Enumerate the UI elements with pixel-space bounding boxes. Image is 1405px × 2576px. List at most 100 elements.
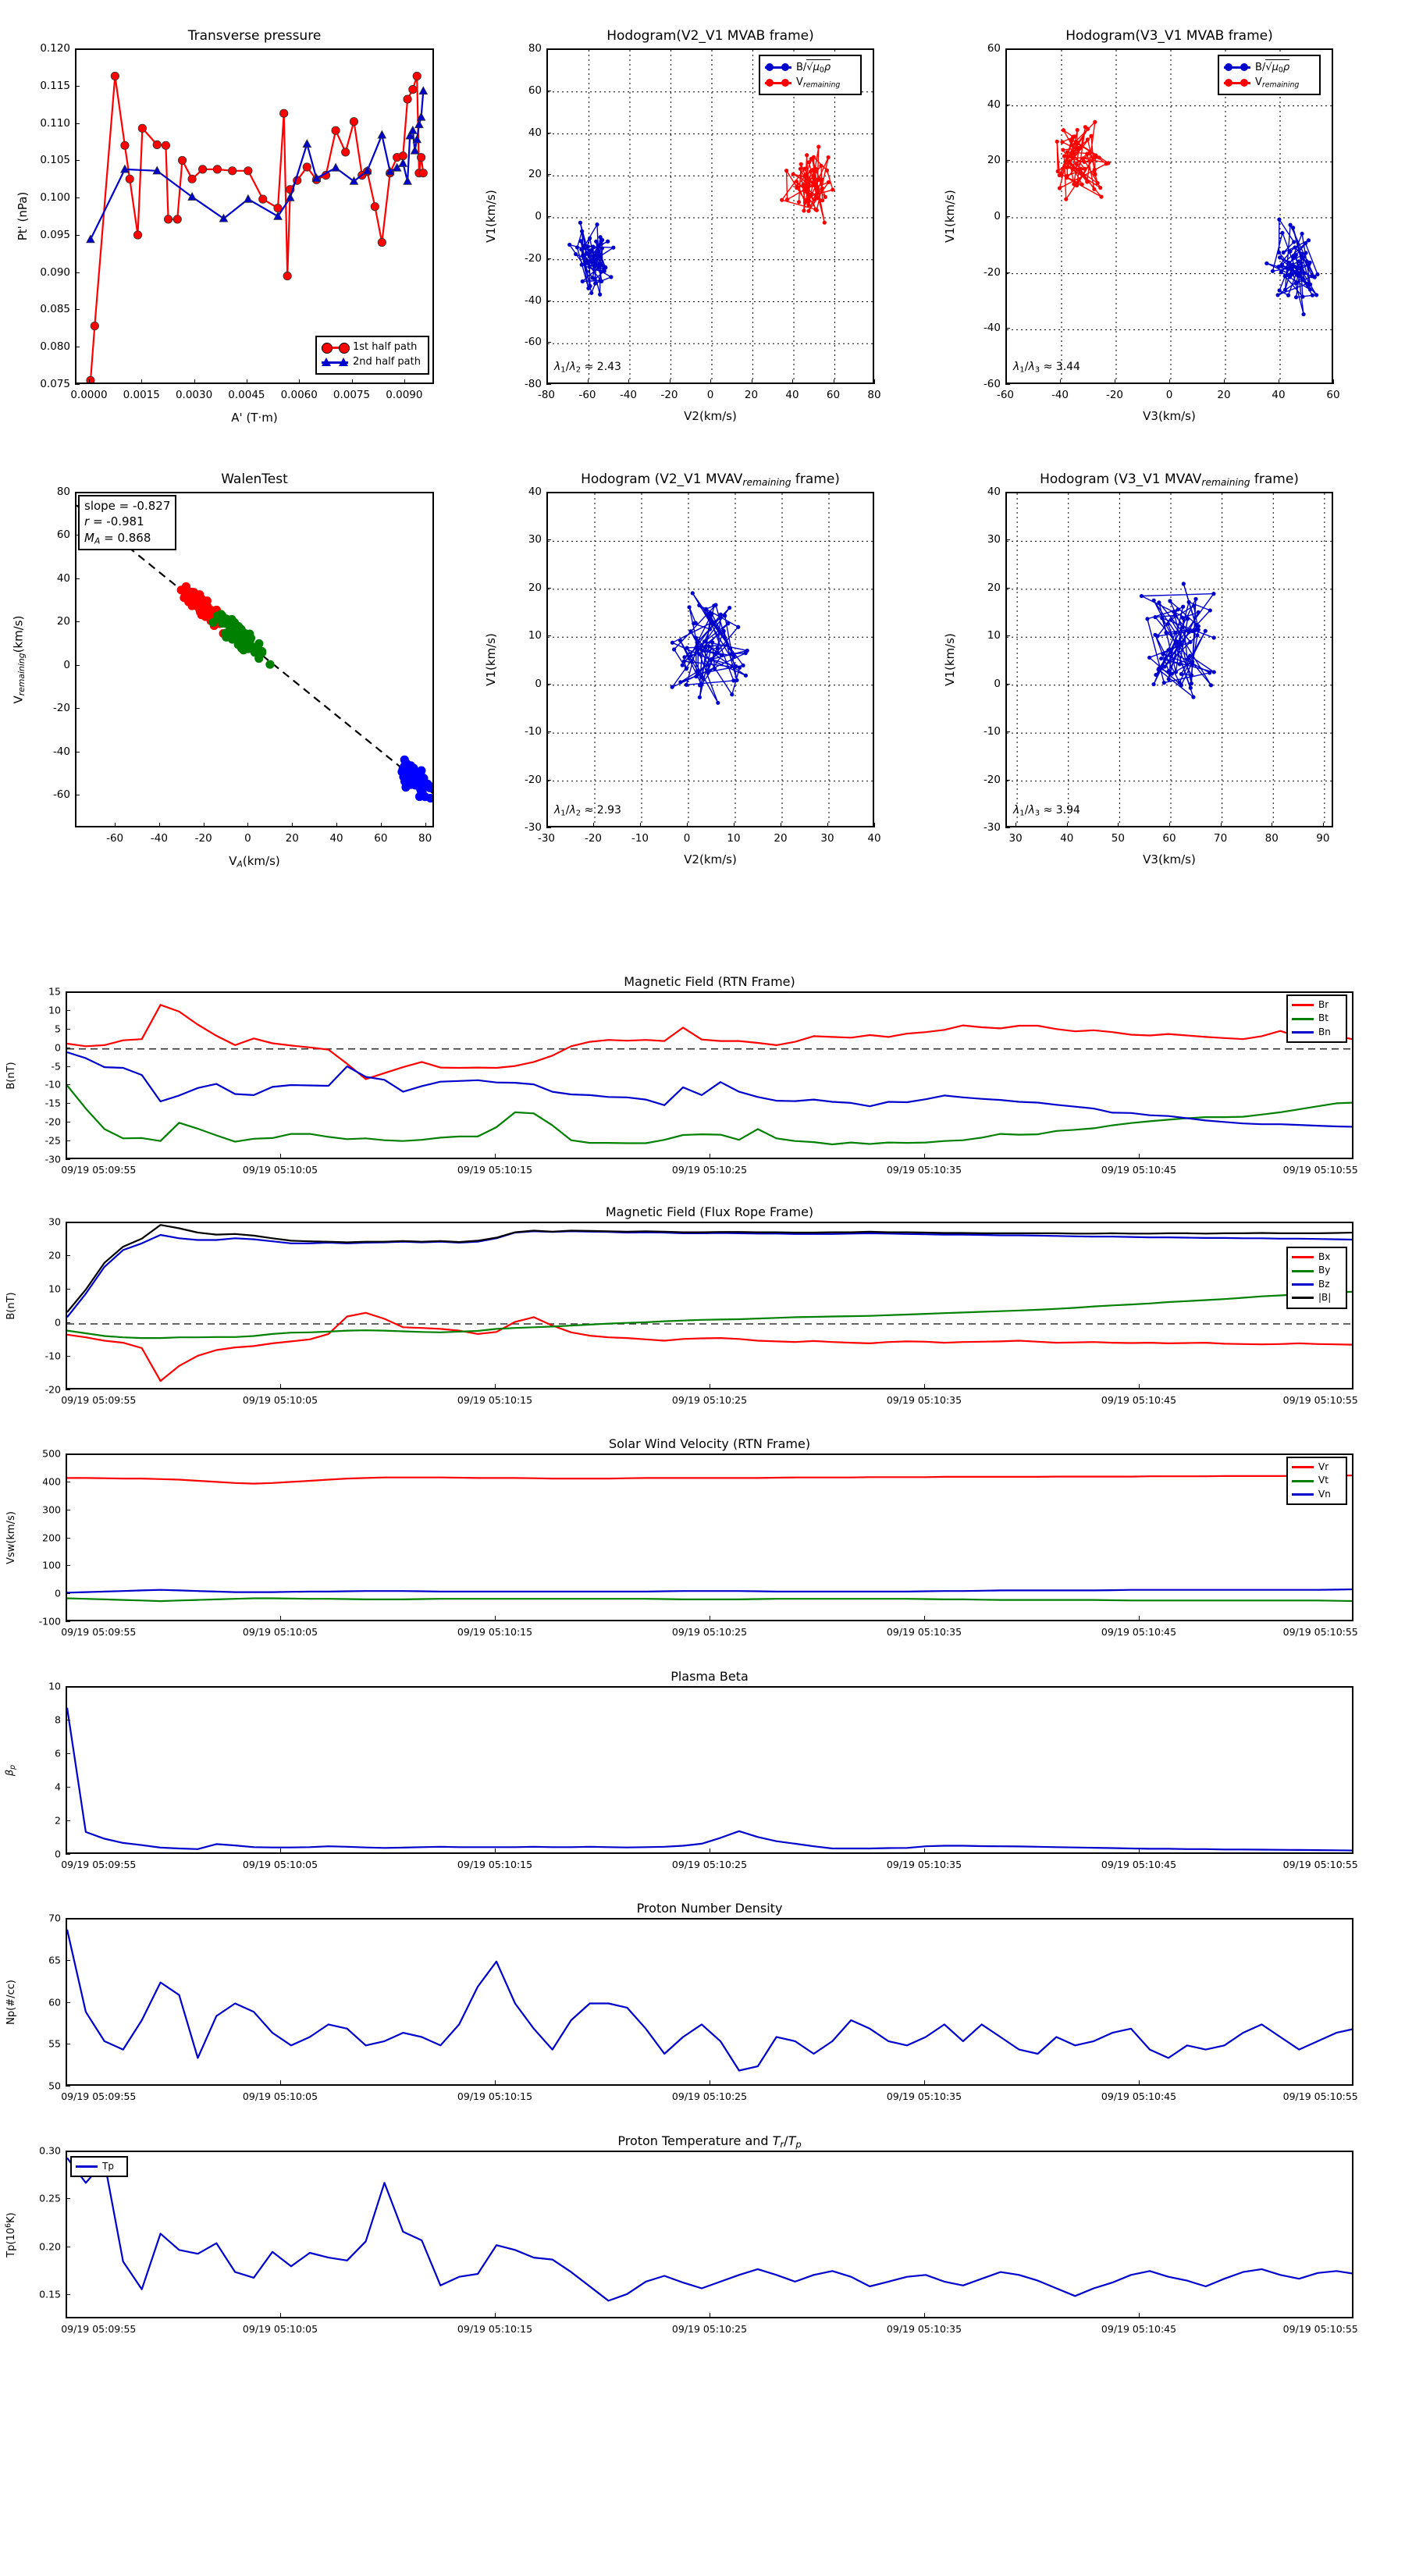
y-tick-mark <box>66 2001 70 2003</box>
y-tick-mark <box>66 1066 70 1067</box>
y-tick-label: 0 <box>55 1316 61 1329</box>
x-tick-label: -20 <box>1105 389 1124 401</box>
legend-line <box>1292 1256 1314 1259</box>
x-tick-label: 30 <box>1008 832 1023 845</box>
x-tick-mark <box>734 823 735 827</box>
y-tick-label: 40 <box>528 486 542 498</box>
y-tick-label: 40 <box>987 486 1001 498</box>
y-tick-label: 0 <box>535 677 542 690</box>
x-tick-mark <box>1139 2313 1140 2318</box>
y-tick-mark <box>1005 779 1010 781</box>
y-tick-label: 300 <box>42 1503 61 1516</box>
triangle-marker-icon <box>322 358 348 367</box>
x-tick-mark <box>874 823 875 827</box>
x-tick-label: 09/19 05:10:25 <box>671 1164 748 1176</box>
x-tick-mark <box>299 379 301 384</box>
y-tick-mark <box>66 1159 70 1160</box>
x-tick-mark <box>546 379 547 384</box>
x-tick-label: 09/19 05:10:35 <box>886 1164 962 1176</box>
y-tick-label: 6 <box>55 1747 61 1759</box>
hodogram-v2v1-legend[interactable]: B/√μ0ρ Vremaining <box>759 55 862 95</box>
x-tick-label: 60 <box>826 389 841 401</box>
y-tick-mark <box>66 1389 70 1390</box>
y-tick-label: 0.105 <box>40 154 70 167</box>
magnetic-field-rtn-plot-area <box>66 991 1353 1159</box>
x-tick-mark <box>495 1384 496 1389</box>
y-tick-label: 20 <box>987 581 1001 594</box>
x-tick-label: -80 <box>537 389 556 401</box>
y-tick-mark <box>546 384 551 385</box>
x-tick-label: 09/19 05:10:15 <box>457 1626 533 1638</box>
y-tick-label: 10 <box>48 1680 61 1692</box>
legend-line <box>1292 1017 1314 1020</box>
transverse-pressure-legend[interactable]: 1st half path 2nd half path <box>315 336 429 375</box>
magnetic-field-rtn-legend[interactable]: Br Bt Bn <box>1286 994 1347 1044</box>
transverse-pressure-x-axis-label: A' (T·m) <box>231 411 278 425</box>
y-tick-mark <box>1005 731 1010 733</box>
y-tick-label: 0.090 <box>40 265 70 279</box>
y-tick-mark <box>546 779 551 781</box>
solar-wind-velocity-legend[interactable]: Vr Vt Vn <box>1286 1457 1347 1506</box>
legend-line <box>1292 1466 1314 1469</box>
y-tick-mark <box>66 1009 70 1011</box>
x-tick-label: 30 <box>820 832 834 845</box>
x-tick-label: 40 <box>1060 832 1074 845</box>
y-tick-label: -20 <box>524 773 542 786</box>
x-tick-mark <box>1139 2080 1140 2086</box>
y-tick-label: 20 <box>48 1249 61 1261</box>
magnetic-field-rtn-y-axis-label: B(nT) <box>5 1061 17 1090</box>
y-tick-label: 10 <box>48 1283 61 1295</box>
legend-row: Vremaining <box>765 76 855 91</box>
legend-row: Tp <box>76 2160 123 2173</box>
legend-line <box>765 66 791 69</box>
solar-wind-velocity-y-axis-label: Vsw(km/s) <box>5 1510 17 1564</box>
y-tick-mark <box>75 272 80 273</box>
x-tick-label: 20 <box>774 832 788 845</box>
x-tick-label: 09/19 05:10:25 <box>671 1394 748 1406</box>
y-tick-mark <box>75 85 80 87</box>
x-tick-label: 50 <box>1111 832 1125 845</box>
x-tick-mark <box>1005 379 1006 384</box>
magnetic-field-fluxrope-legend[interactable]: Bx By Bz |B| <box>1286 1247 1347 1309</box>
y-tick-mark <box>66 2294 70 2296</box>
legend-dot-icon <box>766 63 774 72</box>
transverse-pressure-y-axis-label: Pt' (nPa) <box>16 191 30 241</box>
x-tick-label: 60 <box>1326 389 1340 401</box>
legend-row: Bn <box>1292 1026 1342 1039</box>
y-tick-label: -30 <box>44 1153 61 1165</box>
x-tick-label: 09/19 05:10:15 <box>457 1859 533 1870</box>
x-tick-mark <box>158 823 160 827</box>
y-tick-label: 100 <box>42 1559 61 1571</box>
x-tick-mark <box>924 1384 925 1389</box>
y-tick-label: 5 <box>55 1023 61 1035</box>
legend-dot-icon <box>1225 79 1232 87</box>
y-tick-mark <box>1005 683 1010 685</box>
x-tick-mark <box>687 823 688 827</box>
y-tick-label: 40 <box>987 98 1001 111</box>
y-tick-mark <box>546 174 551 176</box>
legend-line <box>76 2165 98 2169</box>
x-tick-label: 09/19 05:10:55 <box>1282 2323 1358 2335</box>
hodogram-v3v1-legend[interactable]: B/√μ0ρ Vremaining <box>1218 55 1321 95</box>
x-tick-label: 0.0075 <box>333 389 371 401</box>
hodogram-v2v1-mvab-y-axis-label: V1(km/s) <box>484 190 498 243</box>
y-tick-label: 30 <box>528 533 542 546</box>
y-tick-mark <box>66 1453 70 1454</box>
x-tick-label: 90 <box>1316 832 1330 845</box>
legend-line <box>1224 66 1250 69</box>
hodogram-v2v1-mvav-x-axis-label: V2(km/s) <box>684 852 737 866</box>
x-tick-label: 0.0090 <box>386 389 423 401</box>
x-tick-label: 80 <box>867 389 881 401</box>
x-tick-label: 09/19 05:10:15 <box>457 1394 533 1406</box>
x-tick-mark <box>1060 379 1061 384</box>
legend-line <box>1292 1004 1314 1007</box>
x-tick-label: 09/19 05:10:15 <box>457 2090 533 2102</box>
hodogram-v3v1-mvav-eigenvalue-annotation: λ1/λ3 ≈ 3.94 <box>1013 804 1080 818</box>
y-tick-mark <box>1005 160 1010 162</box>
x-tick-mark <box>593 823 594 827</box>
x-tick-label: -20 <box>194 832 212 845</box>
transverse-pressure-series <box>86 71 429 382</box>
x-tick-label: 09/19 05:10:45 <box>1101 1626 1177 1638</box>
proton-temperature-legend[interactable]: Tp <box>70 2156 128 2178</box>
